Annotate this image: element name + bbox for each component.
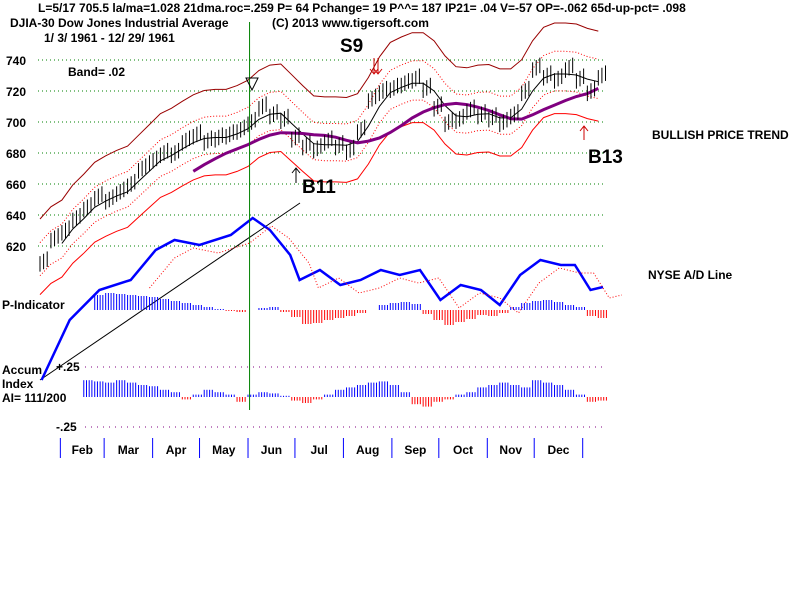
y-tick-label: 620 bbox=[6, 240, 26, 254]
copyright: (C) 2013 www.tigersoft.com bbox=[272, 16, 429, 30]
buy-arrow-head bbox=[291, 167, 301, 174]
upper-band bbox=[39, 22, 599, 220]
trend-label: BULLISH PRICE TREND bbox=[652, 128, 789, 142]
month-label: Jun bbox=[261, 443, 282, 457]
chart-title: DJIA-30 Dow Jones Industrial Average bbox=[10, 16, 229, 30]
month-label: Mar bbox=[118, 443, 140, 457]
header-stats: L=5/17 705.5 la/ma=1.028 21dma.roc=.259 … bbox=[38, 1, 686, 15]
ai-value: AI= 111/200 bbox=[2, 391, 67, 405]
signal-b13: B13 bbox=[588, 147, 623, 168]
month-label: Nov bbox=[499, 443, 522, 457]
ad-line bbox=[40, 216, 604, 381]
buy-arrow-head bbox=[579, 125, 589, 132]
ai-tick-high: +.25 bbox=[56, 360, 80, 374]
sell-arrow-head bbox=[369, 68, 379, 75]
accum-label: Accum bbox=[2, 363, 43, 377]
y-tick-label: 720 bbox=[6, 85, 26, 99]
lower-inner-band bbox=[39, 90, 599, 277]
month-label: Apr bbox=[166, 443, 187, 457]
p-indicator-label: P-Indicator bbox=[2, 298, 65, 312]
y-tick-label: 700 bbox=[6, 116, 26, 130]
upper-inner-band bbox=[39, 50, 599, 243]
ma65-line bbox=[192, 87, 599, 173]
month-label: May bbox=[212, 443, 236, 457]
ai-tick-low: -.25 bbox=[56, 420, 77, 434]
month-label: Oct bbox=[453, 443, 473, 457]
month-label: Jul bbox=[311, 443, 328, 457]
ad-line-label: NYSE A/D Line bbox=[648, 268, 733, 282]
index-label: Index bbox=[2, 377, 34, 391]
month-label: Sep bbox=[404, 443, 426, 457]
y-tick-label: 680 bbox=[6, 147, 26, 161]
ma21-line bbox=[61, 73, 599, 244]
sell-arrow-head bbox=[373, 68, 383, 75]
trendline bbox=[39, 202, 301, 381]
signal-b11: B11 bbox=[302, 177, 336, 198]
lower-band bbox=[39, 113, 599, 295]
month-label: Feb bbox=[72, 443, 93, 457]
month-label: Aug bbox=[356, 443, 379, 457]
month-label: Dec bbox=[547, 443, 569, 457]
y-tick-label: 660 bbox=[6, 178, 26, 192]
y-tick-label: 640 bbox=[6, 209, 26, 223]
signal-s9: S9 bbox=[340, 36, 364, 57]
band-label: Band= .02 bbox=[68, 65, 126, 79]
date-range: 1/ 3/ 1961 - 12/ 29/ 1961 bbox=[44, 31, 175, 45]
down-arrow-icon bbox=[245, 77, 259, 92]
y-tick-label: 740 bbox=[6, 54, 26, 68]
